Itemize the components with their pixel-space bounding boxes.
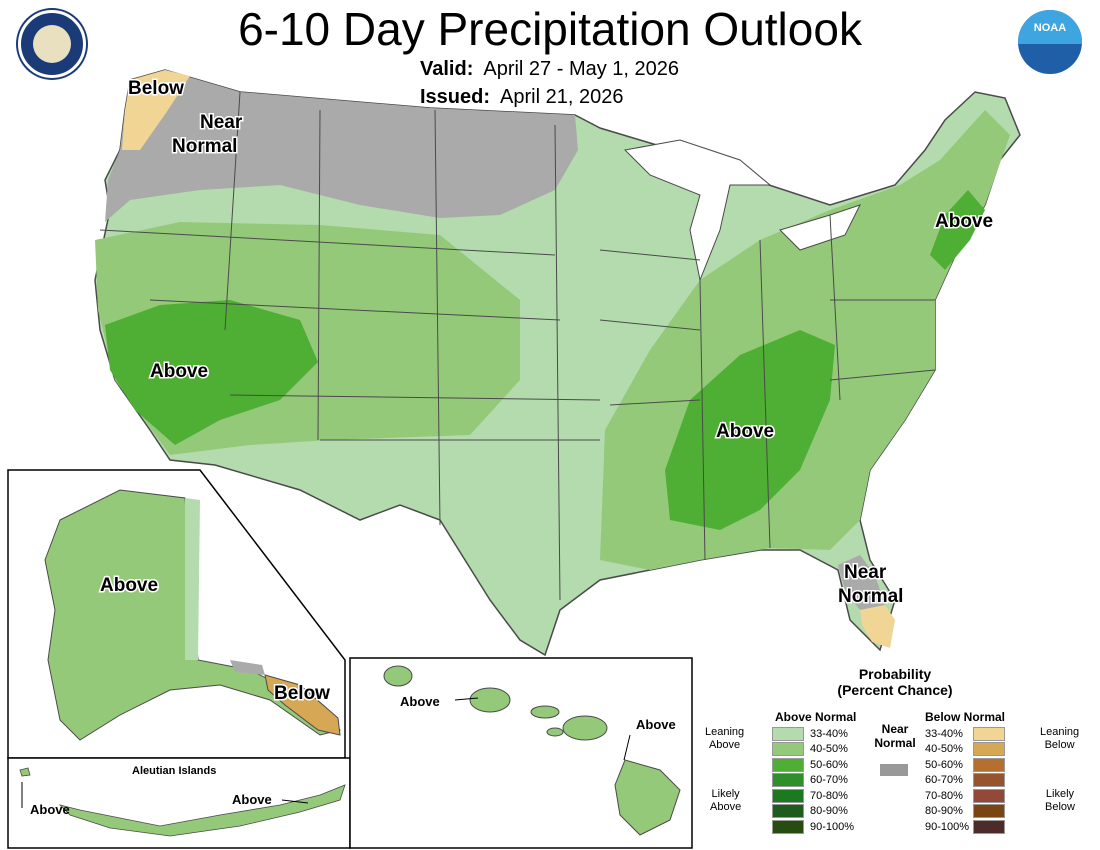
legend-title: Probability (Percent Chance) — [837, 666, 953, 698]
near-normal-swatch — [880, 764, 908, 776]
above-legend-row: 80-90% — [772, 804, 854, 820]
above-legend-swatch — [772, 804, 804, 819]
above-legend-percent-label: 80-90% — [810, 805, 848, 818]
below-legend-percent-label: 80-90% — [925, 805, 963, 818]
state-boundaries — [99, 91, 936, 601]
above-legend-percent-label: 33-40% — [810, 727, 848, 740]
commerce-seal-logo — [18, 10, 86, 78]
fl-near-label-2: Normal — [838, 586, 903, 607]
aleutian-above-left-label: Above — [30, 802, 70, 817]
near-normal-label: Near Normal — [874, 722, 916, 750]
below-legend-percent-label: 90-100% — [925, 820, 970, 833]
below-legend-percent-label: 50-60% — [925, 758, 963, 771]
noaa-logo: NOAA — [1018, 10, 1082, 74]
below-legend-percent-label: 33-40% — [925, 727, 963, 740]
below-legend-percent-label: 70-80% — [925, 789, 963, 802]
aleutian-pointer — [281, 799, 309, 804]
ca-above-label: Above — [150, 361, 208, 382]
aleutian-inset — [7, 757, 351, 849]
map-title: 6-10 Day Precipitation Outlook — [238, 3, 862, 55]
likely-below-label: Likely Below — [1045, 788, 1075, 813]
se-50-60-region — [665, 330, 835, 530]
great-lakes — [623, 139, 861, 282]
valid-label: Valid: — [420, 58, 474, 80]
hawaii-inset — [349, 657, 693, 849]
leaning-below-label: Leaning Below — [1040, 726, 1080, 751]
below-legend-row: 90-100% — [925, 819, 1011, 835]
below-swatches: 33-40% 40-50% 50-60% 60-70% 70-80% 80-90% 90-1… — [925, 726, 1011, 835]
above-legend-swatch — [772, 788, 804, 803]
above-legend-swatch — [772, 819, 804, 834]
below-legend-swatch — [973, 757, 1005, 772]
below-legend-swatch — [973, 788, 1005, 803]
above-legend-swatch — [772, 773, 804, 788]
below-legend-row: 33-40% — [925, 726, 1011, 742]
ak-above-label: Above — [100, 575, 158, 596]
above-legend-swatch — [772, 726, 804, 741]
ne-50-60-region — [930, 190, 985, 270]
aleutian-above-right-label: Above — [232, 792, 272, 807]
fl-near-normal-region — [838, 555, 885, 610]
below-legend-swatch — [973, 726, 1005, 741]
fl-below-region — [860, 605, 895, 648]
north-near-normal-region — [105, 70, 578, 222]
valid-line: Valid: April 27 - May 1, 2026 — [420, 58, 679, 81]
probability-legend: Probability (Percent Chance) Above Norma… — [700, 660, 1090, 845]
above-legend-row: 33-40% — [772, 726, 854, 742]
above-legend-percent-label: 50-60% — [810, 758, 848, 771]
north-near-label-1: Near — [200, 112, 243, 133]
above-swatches: 33-40% 40-50% 50-60% 60-70% 70-80% 80-90% 90-1… — [772, 726, 854, 835]
above-legend-row: 90-100% — [772, 819, 854, 835]
below-legend-row: 50-60% — [925, 757, 1011, 773]
alaska-inset — [7, 469, 346, 759]
above-legend-percent-label: 60-70% — [810, 774, 848, 787]
north-near-label-2: Normal — [172, 136, 237, 157]
below-legend-swatch — [973, 742, 1005, 757]
above-legend-percent-label: 40-50% — [810, 743, 848, 756]
valid-dates: April 27 - May 1, 2026 — [483, 58, 680, 80]
below-legend-swatch — [973, 819, 1005, 834]
above-legend-row: 40-50% — [772, 742, 854, 758]
above-normal-header: Above Normal — [775, 710, 857, 724]
issued-line: Issued: April 21, 2026 — [420, 86, 623, 109]
leaning-above-label: Leaning Above — [705, 726, 745, 751]
below-legend-row: 40-50% — [925, 742, 1011, 758]
above-legend-swatch — [772, 742, 804, 757]
fl-near-label-1: Near — [844, 562, 887, 583]
above-legend-swatch — [772, 757, 804, 772]
below-legend-swatch — [973, 804, 1005, 819]
below-legend-row: 60-70% — [925, 773, 1011, 789]
aleutian-title: Aleutian Islands — [132, 765, 216, 777]
below-normal-header: Below Normal — [925, 710, 1006, 724]
above-legend-row: 60-70% — [772, 773, 854, 789]
below-legend-row: 80-90% — [925, 804, 1011, 820]
above-legend-row: 70-80% — [772, 788, 854, 804]
above-legend-percent-label: 70-80% — [810, 789, 848, 802]
se-above-label: Above — [716, 421, 774, 442]
ca-50-60-region — [105, 300, 318, 445]
below-legend-row: 70-80% — [925, 788, 1011, 804]
pnw-below-region — [122, 70, 190, 150]
likely-above-label: Likely Above — [710, 788, 742, 813]
below-legend-percent-label: 60-70% — [925, 774, 963, 787]
ak-below-label: Below — [274, 683, 330, 704]
pnw-below-label: Below — [128, 78, 184, 99]
below-legend-percent-label: 40-50% — [925, 743, 963, 756]
hi-above-right-label: Above — [636, 717, 676, 732]
issued-label: Issued: — [420, 86, 491, 108]
ne-above-label: Above — [935, 211, 993, 232]
above-legend-row: 50-60% — [772, 757, 854, 773]
above-legend-percent-label: 90-100% — [810, 820, 855, 833]
below-legend-swatch — [973, 773, 1005, 788]
issued-date: April 21, 2026 — [500, 86, 624, 108]
hi-above-left-label: Above — [400, 694, 440, 709]
